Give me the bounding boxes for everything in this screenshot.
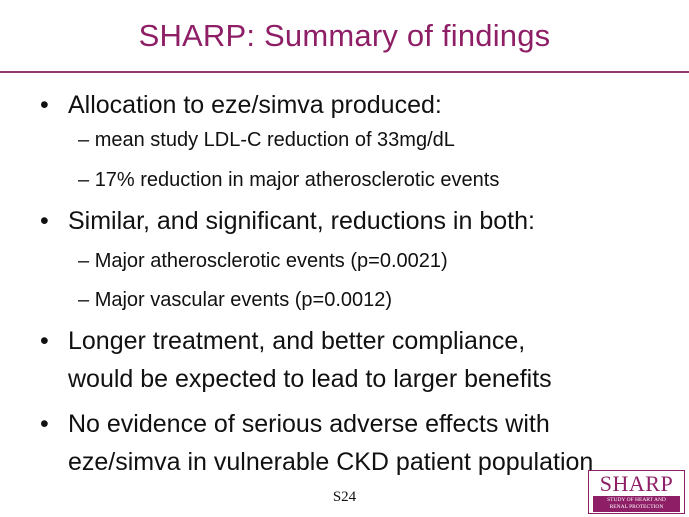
sharp-logo: SHARP STUDY OF HEART AND RENAL PROTECTIO… [588,470,685,514]
title-divider [0,71,689,73]
bullet-3-text-line-1: Longer treatment, and better compliance, [68,327,526,355]
slide-code: S24 [332,489,357,505]
bullet-glyph: • [40,327,49,355]
sub-bullet-2-1-text: Major atherosclerotic events (p=0.0021) [94,250,448,272]
logo-tagline-2: RENAL PROTECTION [609,504,664,510]
bullet-2-text: Similar, and significant, reductions in … [68,207,535,235]
sub-bullet-glyph: – [78,129,90,151]
sub-bullet-2-1: – Major atherosclerotic events (p=0.0021… [78,247,448,275]
sub-bullet-2-2: – Major vascular events (p=0.0012) [78,286,392,314]
sub-bullet-glyph: – [78,250,90,272]
sub-bullet-1-1: – mean study LDL-C reduction of 33mg/dL [78,126,455,154]
slide-title: SHARP: Summary of findings [138,18,551,53]
sub-bullet-glyph: – [78,169,90,191]
sub-bullet-1-1-text: mean study LDL-C reduction of 33mg/dL [94,129,455,151]
bullet-3-text-line-2: would be expected to lead to larger bene… [68,365,552,393]
logo-tagline: STUDY OF HEART AND RENAL PROTECTION [593,496,680,512]
sub-bullet-1-2-text: 17% reduction in major atherosclerotic e… [94,169,500,191]
logo-tagline-1: STUDY OF HEART AND [607,497,666,503]
bullet-glyph: • [40,207,49,235]
logo-name: SHARP [599,471,674,496]
bullet-4-text-line-2: eze/simva in vulnerable CKD patient popu… [68,448,594,476]
bullet-4-text-line-1: No evidence of serious adverse effects w… [68,410,550,438]
sub-bullet-1-2: – 17% reduction in major atherosclerotic… [78,166,499,194]
bullet-glyph: • [40,91,49,119]
sub-bullet-glyph: – [78,289,90,311]
bullet-1-text: Allocation to eze/simva produced: [68,91,442,119]
sub-bullet-2-2-text: Major vascular events (p=0.0012) [94,289,393,311]
bullet-glyph: • [40,410,49,438]
